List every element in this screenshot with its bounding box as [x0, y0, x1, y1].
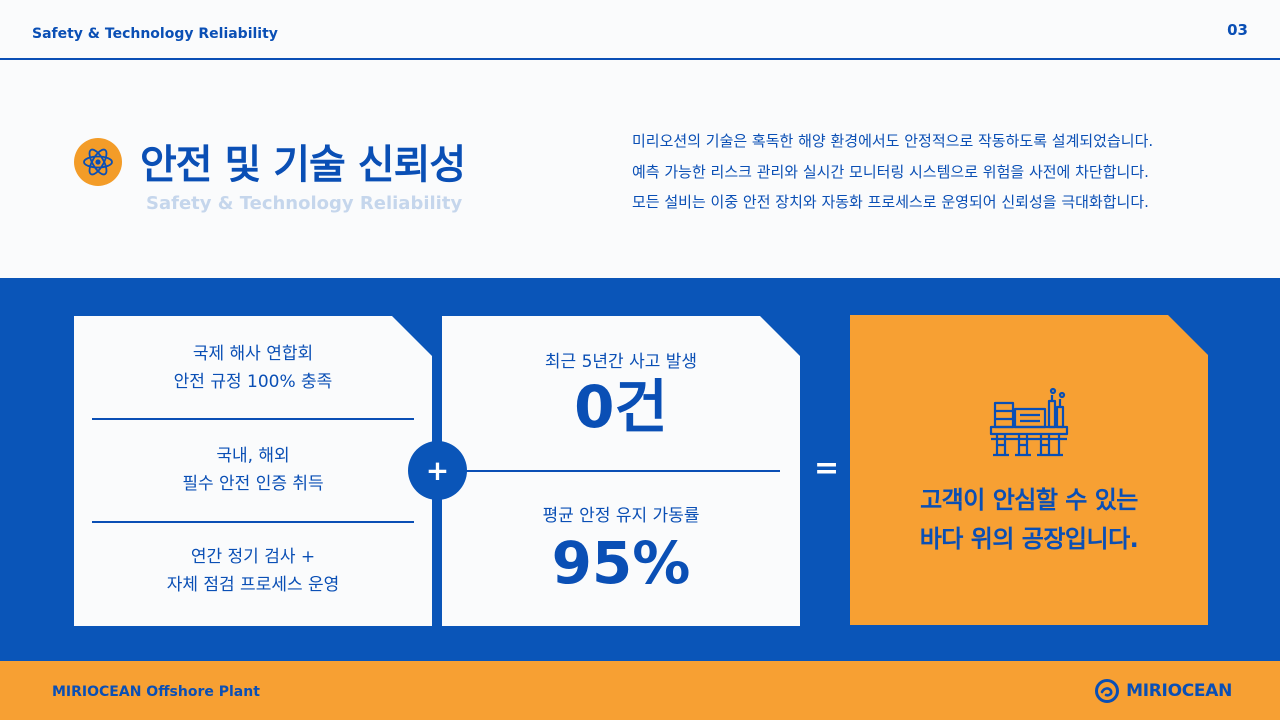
intro-line: 모든 설비는 이중 안전 장치와 자동화 프로세스로 운영되어 신뢰성을 극대화… [632, 193, 1149, 211]
footer-title: MIRIOCEAN Offshore Plant [52, 684, 260, 700]
page-number: 03 [1227, 21, 1248, 39]
stat-value: 0건 [574, 373, 668, 441]
standards-item: 국제 해사 연합회 안전 규정 100% 충족 [74, 340, 432, 396]
footer: MIRIOCEAN Offshore Plant MIRIOCEAN [0, 661, 1280, 720]
equals-operator: = [814, 451, 840, 486]
section-label: Safety & Technology Reliability [32, 26, 278, 42]
result-card: 고객이 안심할 수 있는 바다 위의 공장입니다. [850, 315, 1208, 625]
stat-label: 평균 안정 유지 가동률 [542, 506, 700, 526]
result-line: 바다 위의 공장입니다. [919, 525, 1139, 553]
plus-operator: + [408, 441, 467, 500]
stats-divider [464, 470, 780, 472]
standards-line: 필수 안전 인증 취득 [182, 474, 324, 494]
offshore-plant-icon [989, 383, 1069, 459]
wave-logo-icon [1095, 679, 1120, 703]
plus-sign: + [425, 454, 450, 487]
stat-label: 최근 5년간 사고 발생 [544, 352, 698, 372]
page-title: 안전 및 기술 신뢰성 [140, 142, 466, 188]
standards-item: 연간 정기 검사 + 자체 점검 프로세스 운영 [74, 543, 432, 599]
atom-icon [74, 138, 122, 186]
standards-line: 안전 규정 100% 충족 [173, 372, 333, 392]
standards-divider [92, 521, 414, 523]
standards-line: 국제 해사 연합회 [192, 344, 314, 364]
standards-line: 연간 정기 검사 + [190, 547, 316, 567]
standards-card: 국제 해사 연합회 안전 규정 100% 충족 국내, 해외 필수 안전 인증 … [74, 316, 432, 626]
standards-line: 자체 점검 프로세스 운영 [166, 575, 340, 595]
stat-value: 95% [551, 529, 691, 597]
intro-line: 미리오션의 기술은 혹독한 해양 환경에서도 안정적으로 작동하도록 설계되었습… [632, 132, 1154, 150]
standards-line: 국내, 해외 [216, 446, 290, 466]
standards-divider [92, 418, 414, 420]
standards-item: 국내, 해외 필수 안전 인증 취득 [74, 442, 432, 498]
header-divider [0, 58, 1280, 60]
brand-logo: MIRIOCEAN [1094, 678, 1232, 704]
stats-card: 최근 5년간 사고 발생 0건 평균 안정 유지 가동률 95% [442, 316, 800, 626]
page-subtitle: Safety & Technology Reliability [146, 193, 463, 214]
brand-name: MIRIOCEAN [1126, 681, 1232, 701]
intro-line: 예측 가능한 리스크 관리와 실시간 모니터링 시스템으로 위험을 사전에 차단… [632, 162, 1149, 181]
result-text: 고객이 안심할 수 있는 바다 위의 공장입니다. [850, 481, 1208, 559]
intro-text: 미리오션의 기술은 혹독한 해양 환경에서도 안정적으로 작동하도록 설계되었습… [632, 126, 1242, 218]
result-line: 고객이 안심할 수 있는 [920, 486, 1138, 514]
